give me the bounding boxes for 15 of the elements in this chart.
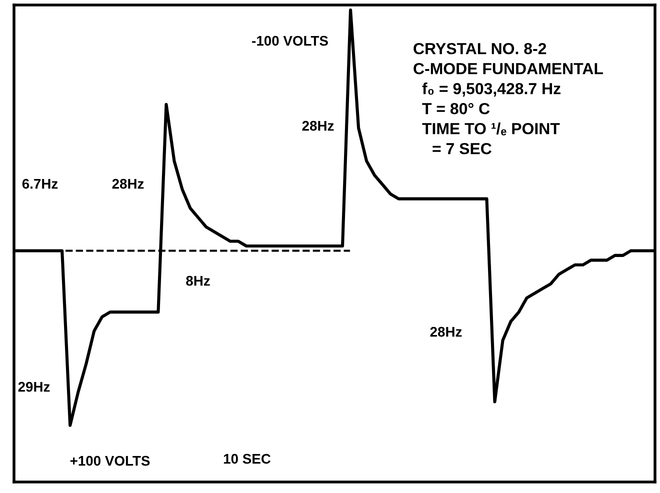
annotation: C-MODE FUNDAMENTAL [414, 62, 603, 74]
annotation: = 7 SEC [432, 142, 492, 154]
annotation: T = 80° C [422, 102, 490, 114]
annotation: +100 VOLTS [70, 456, 150, 466]
annotation: 6.7Hz [22, 178, 58, 189]
annotation: 29Hz [18, 382, 50, 392]
annotation: 28Hz [112, 178, 144, 189]
annotation: 10 SEC [224, 454, 271, 464]
annotation: 28Hz [430, 326, 462, 337]
annotation: CRYSTAL NO. 8-2 [414, 42, 546, 54]
annotation: TIME TO ¹/ₑ POINT [422, 122, 560, 136]
annotation: 28Hz [302, 120, 334, 131]
annotation: -100 VOLTS [252, 36, 328, 46]
annotation: 8Hz [186, 276, 210, 286]
annotation: f₀ = 9,503,428.7 Hz [422, 82, 560, 97]
